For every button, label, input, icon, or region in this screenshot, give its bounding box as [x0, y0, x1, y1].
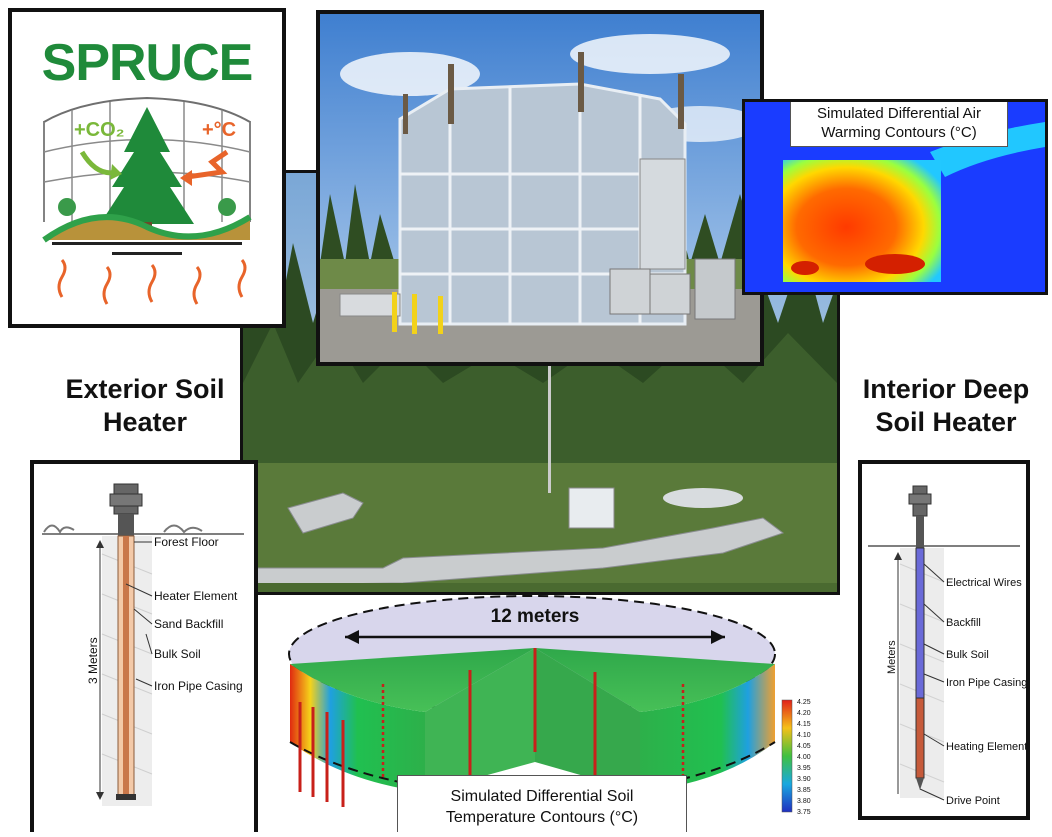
interior-depth-label: Meters: [886, 640, 898, 674]
heat-label: +°C: [202, 119, 236, 141]
air-warming-caption: Simulated Differential Air Warming Conto…: [790, 102, 1008, 147]
colorbar-tick: 4.15: [797, 721, 811, 728]
spruce-logo: SPRUCE +CO₂ +°C: [42, 34, 253, 305]
air-caption-line-2: Warming Contours (°C): [821, 124, 977, 141]
logo-title: SPRUCE: [42, 34, 253, 92]
exterior-label-sand-backfill: Sand Backfill: [154, 617, 223, 631]
interior-label-backfill: Backfill: [946, 617, 981, 629]
exterior-heater-heading: Exterior Soil Heater: [30, 373, 260, 439]
soil-caption-line-2: Temperature Contours (°C): [445, 809, 639, 826]
exterior-heater-svg: Forest Floor Heater Element Sand Backfil…: [42, 483, 244, 806]
colorbar-tick: 4.00: [797, 754, 811, 761]
soil-temperature-contour-diagram: 12 meters 4.25 4.20 4.15 4.10 4.05 4.00 …: [285, 592, 830, 832]
interior-label-drive-point: Drive Point: [946, 795, 1000, 807]
colorbar-tick: 4.05: [797, 743, 811, 750]
colorbar-tick: 4.10: [797, 732, 811, 739]
colorbar-ticks: 4.25 4.20 4.15 4.10 4.05 4.00 3.95 3.90 …: [797, 699, 811, 816]
colorbar-tick: 4.25: [797, 699, 811, 706]
spruce-logo-panel: SPRUCE +CO₂ +°C: [8, 8, 286, 328]
enclosure-photo: [316, 10, 764, 366]
interior-heater-svg: Electrical Wires Backfill Bulk Soil Iron…: [868, 485, 1026, 807]
exterior-label-bulk-soil: Bulk Soil: [154, 647, 201, 661]
colorbar-tick: 3.85: [797, 787, 811, 794]
exterior-label-heater-element: Heater Element: [154, 589, 238, 603]
colorbar-tick: 3.75: [797, 809, 811, 816]
colorbar-tick: 3.80: [797, 798, 811, 805]
air-warming-contour-panel: Simulated Differential Air Warming Conto…: [742, 99, 1048, 295]
exterior-heading-line-2: Heater: [102, 407, 188, 437]
interior-label-electrical-wires: Electrical Wires: [946, 577, 1022, 589]
interior-heading-line-1: Interior Deep: [862, 374, 1030, 404]
diameter-label: 12 meters: [491, 606, 580, 627]
exterior-label-forest-floor: Forest Floor: [154, 535, 219, 549]
exterior-heater-diagram: Forest Floor Heater Element Sand Backfil…: [30, 460, 258, 832]
co2-label: +CO₂: [74, 119, 125, 141]
air-caption-line-1: Simulated Differential Air: [817, 105, 981, 122]
soil-temperature-caption: Simulated Differential Soil Temperature …: [397, 775, 687, 832]
interior-heater-diagram: Electrical Wires Backfill Bulk Soil Iron…: [858, 460, 1030, 820]
exterior-depth-label: 3 Meters: [86, 637, 100, 684]
colorbar-tick: 4.20: [797, 710, 811, 717]
interior-label-iron-pipe-casing: Iron Pipe Casing: [946, 677, 1026, 689]
interior-label-heating-element: Heating Element: [946, 741, 1026, 753]
enclosure-scene: [320, 14, 760, 362]
heat-wave-icons: [57, 259, 247, 305]
interior-heater-heading: Interior Deep Soil Heater: [840, 373, 1052, 439]
soil-caption-line-1: Simulated Differential Soil: [450, 788, 634, 805]
exterior-heading-line-1: Exterior Soil: [65, 374, 225, 404]
soil-contour-svg: 12 meters 4.25 4.20 4.15 4.10 4.05 4.00 …: [288, 595, 811, 816]
interior-label-bulk-soil: Bulk Soil: [946, 649, 989, 661]
colorbar-tick: 3.90: [797, 776, 811, 783]
exterior-label-iron-pipe-casing: Iron Pipe Casing: [154, 679, 243, 693]
colorbar-tick: 3.95: [797, 765, 811, 772]
interior-heading-line-2: Soil Heater: [875, 407, 1017, 437]
